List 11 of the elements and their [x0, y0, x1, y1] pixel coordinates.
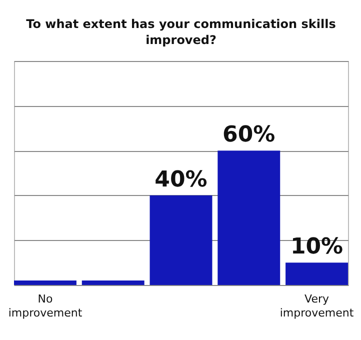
bar	[218, 150, 280, 285]
chart-title: To what extent has your communication skills improved?	[26, 17, 336, 47]
bar	[286, 262, 348, 285]
bar	[82, 280, 144, 285]
bar	[14, 280, 76, 285]
x-tick-label: No improvement	[8, 292, 83, 320]
data-label: 60%	[222, 122, 276, 148]
bar	[150, 195, 212, 285]
data-label: 40%	[154, 167, 208, 192]
data-label: 10%	[290, 234, 344, 260]
x-tick-label: Very improvement	[280, 292, 354, 320]
